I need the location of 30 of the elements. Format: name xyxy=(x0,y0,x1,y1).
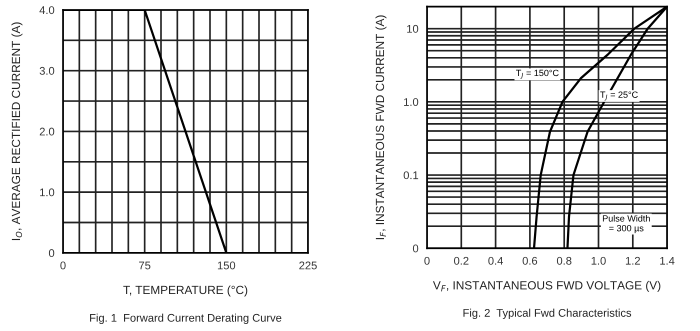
y-tick-label: 0 xyxy=(48,249,54,258)
y-tick-label: 1.0 xyxy=(404,98,418,106)
text: Fig. 2 Typical Fwd Characteristics xyxy=(463,308,632,320)
y-axis-title: I$_{O}$, AVERAGE RECTIFIED CURRENT (A) xyxy=(11,22,22,240)
x-tick-label: 0.6 xyxy=(522,256,538,265)
x-tick-label: 0.2 xyxy=(454,256,468,265)
x-tick-label: 150 xyxy=(218,262,236,270)
y-tick-label: 10 xyxy=(407,24,418,33)
y-tick-label: 0.1 xyxy=(404,171,418,180)
y-tick-label: 1.0 xyxy=(40,188,54,196)
x-tick-label: 225 xyxy=(299,262,317,270)
y-axis-title: I$_{F}$, INSTANTANEOUS FWD CURRENT (A) xyxy=(375,15,386,240)
y-tick-label: 4.0 xyxy=(39,6,54,14)
y-tick-label: 2.0 xyxy=(40,128,54,136)
annotation: Pulse Width = 300 µs xyxy=(602,215,650,234)
x-axis-title: T, TEMPERATURE (°C) xyxy=(123,285,248,296)
x-tick-label: 0.8 xyxy=(556,256,572,265)
x-axis-title: V$_{F}$, INSTANTANEOUS FWD VOLTAGE (V) xyxy=(432,280,660,292)
x-tick-label: 1.0 xyxy=(592,256,606,265)
x-tick-label: 75 xyxy=(139,262,150,270)
annotation: T$_{J}$ = 150°C xyxy=(516,70,559,79)
x-tick-label: 0 xyxy=(424,256,430,265)
x-tick-label: 0.4 xyxy=(488,256,503,265)
x-tick-label: 0 xyxy=(60,262,66,270)
annotation: T$_{J}$ = 25°C xyxy=(600,91,638,101)
x-tick-label: 1.2 xyxy=(626,256,640,265)
text: Fig. 1 Forward Current Derating Curve xyxy=(90,314,282,324)
y-tick-label: 3.0 xyxy=(40,66,54,75)
y-tick-label: 0 xyxy=(412,244,418,252)
x-tick-label: 1.4 xyxy=(660,256,674,265)
